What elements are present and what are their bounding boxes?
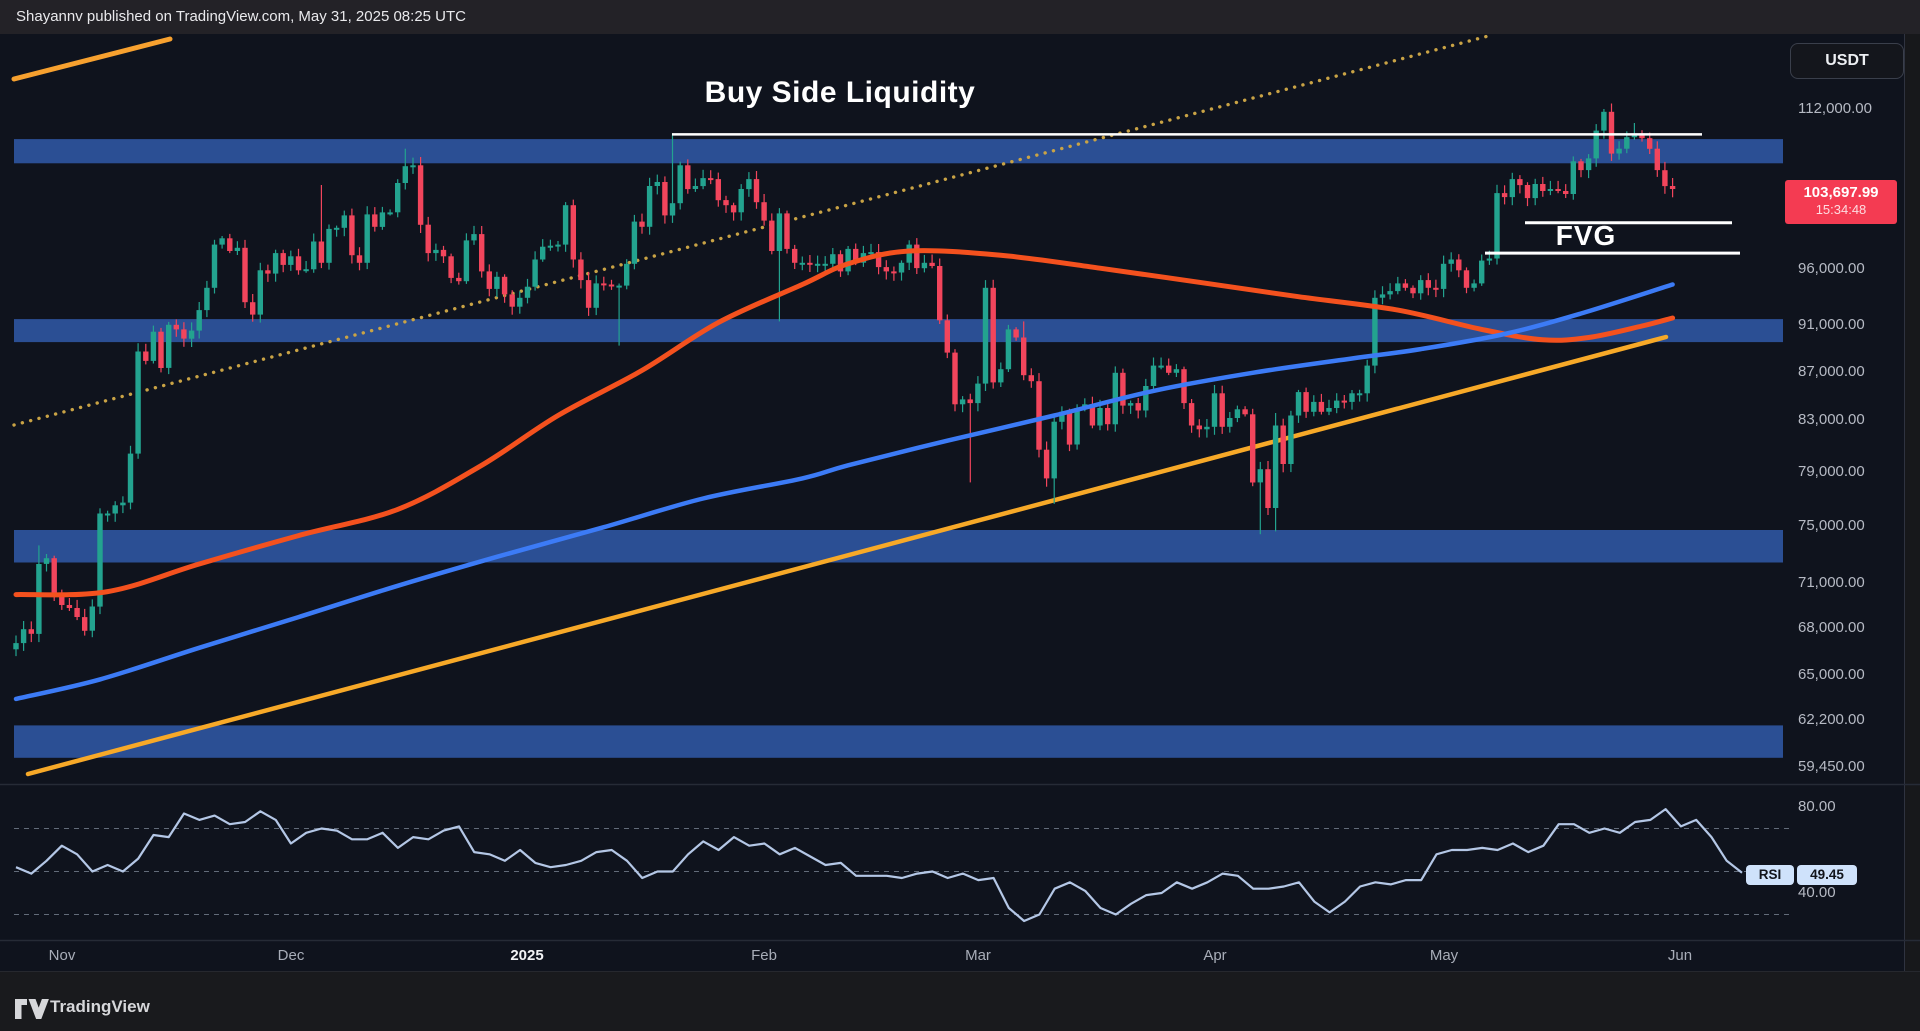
ma-slow-blue bbox=[13, 282, 1675, 702]
channel-upper-segment bbox=[11, 36, 173, 82]
zone-91k bbox=[14, 319, 1783, 343]
chart-canvas[interactable] bbox=[0, 0, 1920, 971]
tradingview-brand-text: TradingView bbox=[50, 997, 150, 1016]
tradingview-logo-icon bbox=[15, 999, 49, 1019]
rsi-line bbox=[15, 807, 1743, 923]
dotted-trendline bbox=[12, 33, 1494, 427]
candles-down bbox=[28, 103, 1676, 643]
support-trendline bbox=[25, 334, 1669, 777]
quote-currency-chip[interactable]: USDT bbox=[1790, 43, 1904, 79]
right-margin bbox=[1905, 34, 1920, 971]
publish-byline: Shayannv published on TradingView.com, M… bbox=[16, 8, 466, 25]
candles-up bbox=[13, 109, 1638, 657]
header-bar: Shayannv published on TradingView.com, M… bbox=[0, 0, 1920, 34]
ma-fast-orange bbox=[13, 248, 1676, 598]
resistance-zone-108k bbox=[14, 139, 1783, 164]
zone-74k bbox=[14, 530, 1783, 563]
footer-bar: TradingView bbox=[0, 971, 1920, 1031]
chart-pane-bg bbox=[0, 34, 1920, 971]
zone-61k bbox=[14, 725, 1783, 758]
